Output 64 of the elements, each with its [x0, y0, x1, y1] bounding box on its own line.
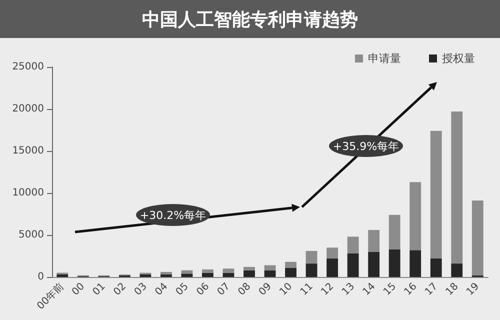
bar [56, 274, 68, 277]
legend-label: 申请量 [368, 52, 401, 65]
x-tick-label: 12 [319, 281, 336, 298]
bar [181, 274, 193, 277]
bar [388, 214, 400, 250]
x-tick-label: 09 [257, 281, 274, 298]
bar [326, 258, 338, 277]
bar [430, 258, 442, 277]
bar [326, 248, 338, 259]
y-tick-label: 20000 [12, 104, 44, 114]
x-tick-label: 13 [340, 281, 357, 298]
x-tick-label: 08 [236, 281, 254, 298]
bar [160, 274, 172, 277]
x-tick-label: 10 [278, 281, 295, 298]
bar [244, 266, 255, 270]
bar [285, 262, 296, 268]
x-tick-label: 11 [298, 281, 316, 298]
bar [222, 272, 234, 277]
x-tick-label: 01 [91, 281, 108, 298]
bar [264, 265, 276, 270]
bar [244, 270, 255, 277]
annotation: +30.2%每年 [140, 209, 206, 222]
x-tick-label: 06 [194, 281, 212, 298]
bar [347, 253, 359, 277]
x-tick-label: 00年前 [34, 280, 66, 312]
bar [160, 272, 172, 274]
x-tick-label: 18 [444, 281, 461, 298]
x-tick-label: 16 [402, 281, 420, 298]
y-tick-label: 25000 [12, 62, 44, 72]
bar [264, 270, 276, 277]
bar [451, 112, 463, 264]
bar [306, 264, 318, 277]
bar [388, 249, 400, 277]
bar [202, 272, 214, 277]
bar [181, 270, 193, 274]
bar [222, 268, 234, 273]
x-tick-label: 15 [382, 281, 398, 298]
x-tick-label: 02 [112, 281, 129, 298]
x-tick-label: 14 [360, 281, 378, 298]
bar [306, 250, 318, 264]
bar [202, 269, 214, 273]
bar [410, 250, 422, 277]
annotation: +35.9%每年 [332, 140, 400, 153]
x-tick-label: 19 [464, 281, 482, 298]
bar [368, 230, 380, 252]
y-tick-label: 0 [38, 272, 44, 282]
x-tick-label: 04 [153, 281, 170, 298]
bar [410, 182, 422, 250]
x-tick-label: 03 [132, 281, 150, 298]
x-tick-label: 17 [423, 281, 440, 298]
bar [140, 274, 152, 277]
bar [430, 130, 442, 259]
x-tick-label: 07 [216, 281, 232, 298]
bar [285, 268, 296, 277]
x-tick-label: 05 [174, 281, 191, 298]
y-tick-label: 5000 [18, 230, 44, 240]
x-tick-label: 00 [70, 281, 88, 298]
y-tick-label: 10000 [12, 188, 44, 198]
bar [451, 264, 463, 277]
legend-label: 授权量 [442, 52, 475, 65]
bar [368, 252, 380, 277]
y-tick-label: 15000 [12, 146, 44, 156]
bar [347, 236, 359, 254]
chart-title: 中国人工智能专利申请趋势 [142, 10, 358, 30]
